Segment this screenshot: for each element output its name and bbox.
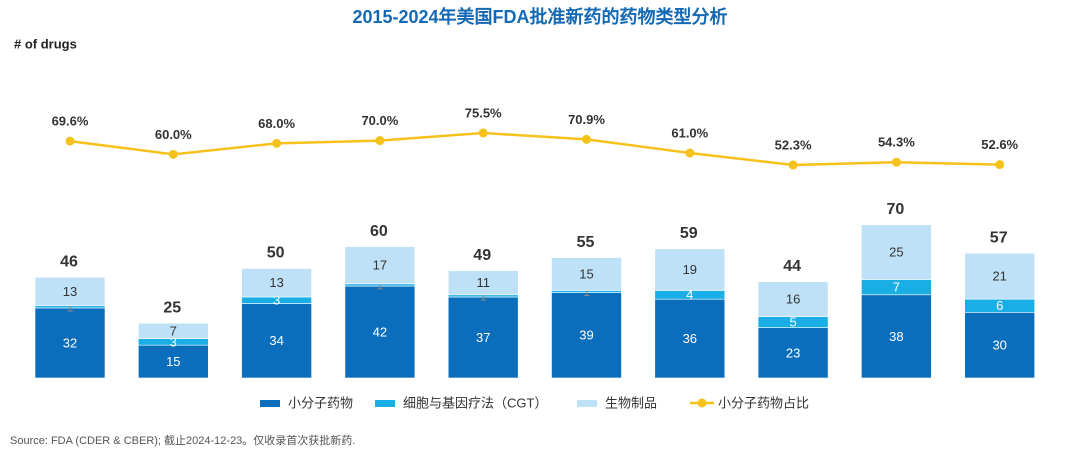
- total-label: 60: [370, 223, 388, 240]
- bar-segment: [138, 344, 209, 379]
- legend-swatch: [375, 400, 395, 407]
- data-label: 1: [583, 284, 590, 299]
- legend-swatch: [577, 400, 597, 407]
- bar-segment: [757, 327, 829, 379]
- line-label: 52.6%: [981, 137, 1018, 152]
- bar-segment: [964, 311, 1036, 379]
- total-label: 57: [990, 229, 1008, 246]
- line-label: 70.0%: [361, 113, 398, 128]
- y-label: # of drugs: [14, 36, 77, 51]
- data-label: 1: [66, 299, 73, 314]
- total-label: 44: [783, 258, 801, 275]
- line-point: [995, 160, 1005, 170]
- line-point: [891, 157, 901, 167]
- line-point: [582, 134, 591, 144]
- data-label: 15: [166, 354, 180, 369]
- line-label: 60.0%: [155, 127, 192, 142]
- data-label: 13: [63, 284, 77, 299]
- data-label: 36: [683, 331, 697, 346]
- data-label: 42: [373, 324, 387, 339]
- data-label: 15: [579, 266, 593, 281]
- line-point: [788, 160, 798, 170]
- bar-segment: [344, 285, 416, 379]
- data-label: 37: [476, 330, 490, 345]
- bar-segment: [551, 257, 622, 291]
- data-label: 7: [893, 280, 900, 295]
- line-point: [478, 128, 488, 138]
- data-label: 3: [273, 293, 280, 308]
- bar-segment: [654, 298, 726, 379]
- data-label: 34: [269, 333, 283, 348]
- line-point: [168, 149, 178, 159]
- bar-segment: [34, 307, 106, 379]
- bar-segment: [447, 296, 519, 379]
- data-label: 38: [889, 329, 903, 344]
- bar-segment: [447, 270, 519, 296]
- data-label: 1: [376, 277, 383, 292]
- data-label: 30: [992, 338, 1006, 353]
- data-label: 16: [786, 292, 800, 307]
- data-label: 32: [63, 335, 77, 350]
- total-label: 50: [267, 245, 285, 262]
- bar-segment: [861, 224, 932, 280]
- data-label: 39: [579, 328, 593, 343]
- data-label: 4: [686, 287, 693, 302]
- bar-segment: [964, 252, 1036, 300]
- bar-segment: [757, 281, 829, 317]
- data-label: 23: [786, 345, 800, 360]
- line-label: 69.6%: [52, 114, 89, 129]
- data-label: 5: [789, 315, 796, 330]
- total-label: 59: [680, 225, 698, 242]
- source-note: Source: FDA (CDER & CBER); 截止2024-12-23。…: [10, 433, 355, 447]
- data-label: 6: [996, 298, 1003, 313]
- bar-segment: [34, 276, 106, 307]
- total-label: 70: [887, 201, 905, 218]
- bar-segment: [241, 268, 312, 298]
- line-point: [375, 136, 385, 146]
- total-label: 46: [60, 253, 78, 270]
- line-label: 52.3%: [775, 137, 812, 152]
- bar-segment: [654, 248, 726, 291]
- data-label: 7: [170, 323, 177, 338]
- data-label: 13: [269, 275, 283, 290]
- legend-label: 小分子药物占比: [718, 395, 809, 410]
- line-label: 68.0%: [258, 116, 295, 131]
- line-label: 75.5%: [465, 105, 502, 120]
- line-label: 54.3%: [878, 135, 915, 150]
- bar-segment: [551, 292, 622, 379]
- total-label: 55: [577, 234, 595, 251]
- data-label: 1: [480, 288, 487, 303]
- line-point: [685, 148, 695, 158]
- legend-label: 小分子药物: [288, 395, 353, 410]
- legend-label: 生物制品: [605, 395, 657, 410]
- chart-title: 2015-2024年美国FDA批准新药的药物类型分析: [352, 6, 727, 27]
- data-label: 21: [992, 269, 1006, 284]
- total-label: 25: [163, 299, 181, 316]
- line-point: [272, 138, 282, 148]
- data-label: 25: [889, 245, 903, 260]
- legend-dot: [697, 398, 707, 408]
- line-label: 70.9%: [568, 112, 605, 127]
- bar-segment: [344, 246, 416, 285]
- legend-label: 细胞与基因疗法（CGT）: [403, 395, 547, 410]
- data-label: 19: [683, 262, 697, 277]
- legend-swatch: [260, 400, 280, 407]
- bar-segment: [861, 294, 932, 379]
- line: [69, 131, 1000, 167]
- data-label: 3: [170, 334, 177, 349]
- total-label: 49: [473, 247, 491, 264]
- bar-segment: [241, 303, 312, 379]
- data-label: 17: [373, 258, 387, 273]
- line-label: 61.0%: [671, 125, 708, 140]
- data-label: 11: [476, 275, 490, 290]
- bar-segment: [138, 322, 209, 339]
- line-point: [65, 136, 75, 146]
